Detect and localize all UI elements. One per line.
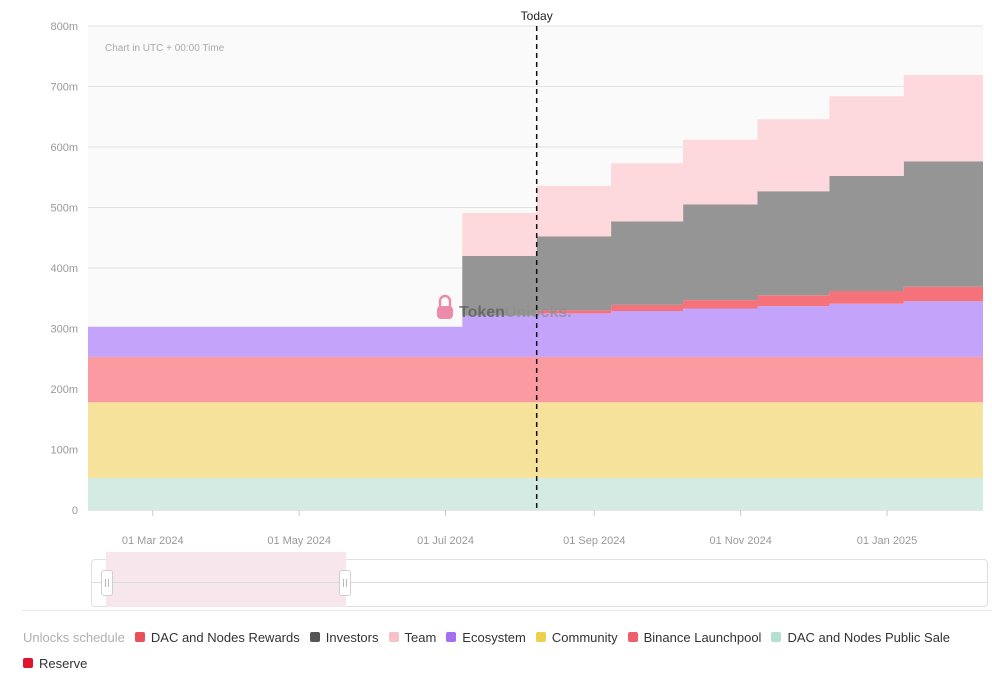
y-tick-label: 500m [50, 203, 78, 215]
y-tick-label: 600m [50, 142, 78, 154]
stacked-areas [88, 75, 983, 510]
y-tick-label: 700m [50, 82, 78, 94]
x-tick-label: 01 Sep 2024 [563, 535, 625, 547]
area-community [88, 402, 983, 478]
today-label: Today [521, 9, 553, 23]
legend-item-dac-nodes-rewards[interactable]: DAC and Nodes Rewards [134, 629, 300, 645]
area-dac-and-nodes-public-sale [88, 477, 983, 510]
legend-item-reserve[interactable]: Reserve [23, 656, 87, 671]
y-axis: 0 100m 200m 300m 400m 500m 600m 700m 800m [50, 21, 78, 517]
legend-item-binance-launchpool[interactable]: Binance Launchpool [627, 629, 762, 645]
navigator-left-handle[interactable]: || [101, 570, 113, 596]
x-tick-label: 01 May 2024 [267, 535, 331, 547]
legend-label: DAC and Nodes Rewards [150, 629, 300, 645]
legend-swatch [388, 632, 399, 642]
watermark: TokenUnlocks. [437, 294, 572, 321]
area-binance-launchpool [88, 356, 983, 403]
unlock-chart-svg: 0 100m 200m 300m 400m 500m 600m 700m 800m 01 Mar… [50, 9, 983, 547]
legend-title: Unlocks schedule [23, 629, 125, 645]
legend-item-investors[interactable]: Investors [309, 629, 379, 645]
legend-swatch [771, 632, 782, 642]
legend-divider [22, 610, 992, 611]
legend-row-2: Reserve [23, 650, 983, 676]
area-dac-and-nodes-rewards [88, 286, 983, 327]
area-ecosystem [88, 301, 983, 357]
legend-swatch [23, 658, 33, 668]
x-tick-label: 01 Jul 2024 [417, 535, 474, 547]
y-tick-label: 100m [50, 445, 78, 457]
y-tick-label: 0 [72, 505, 78, 517]
range-navigator[interactable]: || || [91, 552, 988, 607]
legend-swatch [535, 632, 546, 642]
area-team [88, 75, 983, 327]
x-axis: 01 Mar 2024 01 May 2024 01 Jul 2024 01 Sep … [122, 510, 917, 547]
y-tick-label: 800m [50, 21, 78, 33]
legend-swatch [627, 632, 638, 642]
utc-note: Chart in UTC + 00:00 Time [105, 43, 225, 54]
legend-label: DAC and Nodes Public Sale [787, 629, 951, 645]
legend-label: Reserve [39, 655, 88, 671]
legend-swatch [134, 632, 145, 642]
x-tick-label: 01 Mar 2024 [122, 535, 184, 547]
x-tick-label: 01 Jan 2025 [857, 535, 918, 547]
legend-label: Team [404, 629, 437, 645]
y-tick-label: 200m [50, 384, 78, 396]
navigator-baseline [92, 582, 987, 583]
unlock-chart: 0 100m 200m 300m 400m 500m 600m 700m 800m 01 Mar… [50, 9, 983, 547]
y-tick-label: 400m [50, 263, 78, 275]
legend-label: Community [551, 629, 618, 645]
area-investors [88, 161, 983, 327]
legend-item-dac-nodes-public-sale[interactable]: DAC and Nodes Public Sale [771, 630, 950, 645]
legend-swatch [309, 632, 320, 642]
y-tick-label: 300m [50, 324, 78, 336]
svg-text:TokenUnlocks.: TokenUnlocks. [459, 304, 572, 321]
legend-item-team[interactable]: Team [388, 629, 437, 645]
legend-label: Investors [325, 629, 379, 645]
legend-item-ecosystem[interactable]: Ecosystem [446, 630, 526, 645]
legend-swatch [446, 632, 457, 642]
legend-row-1: Unlocks schedule DAC and Nodes Rewards I… [23, 624, 983, 650]
legend-label: Ecosystem [462, 629, 526, 645]
watermark-unlocks: Unlocks. [505, 304, 572, 321]
watermark-token: Token [459, 304, 505, 321]
x-tick-label: 01 Nov 2024 [709, 535, 771, 547]
lock-icon [437, 294, 453, 319]
legend-item-community[interactable]: Community [535, 629, 618, 645]
navigator-selection[interactable] [106, 552, 346, 607]
legend: Unlocks schedule DAC and Nodes Rewards I… [23, 624, 983, 676]
legend-label: Binance Launchpool [643, 629, 762, 645]
navigator-right-handle[interactable]: || [339, 570, 351, 596]
